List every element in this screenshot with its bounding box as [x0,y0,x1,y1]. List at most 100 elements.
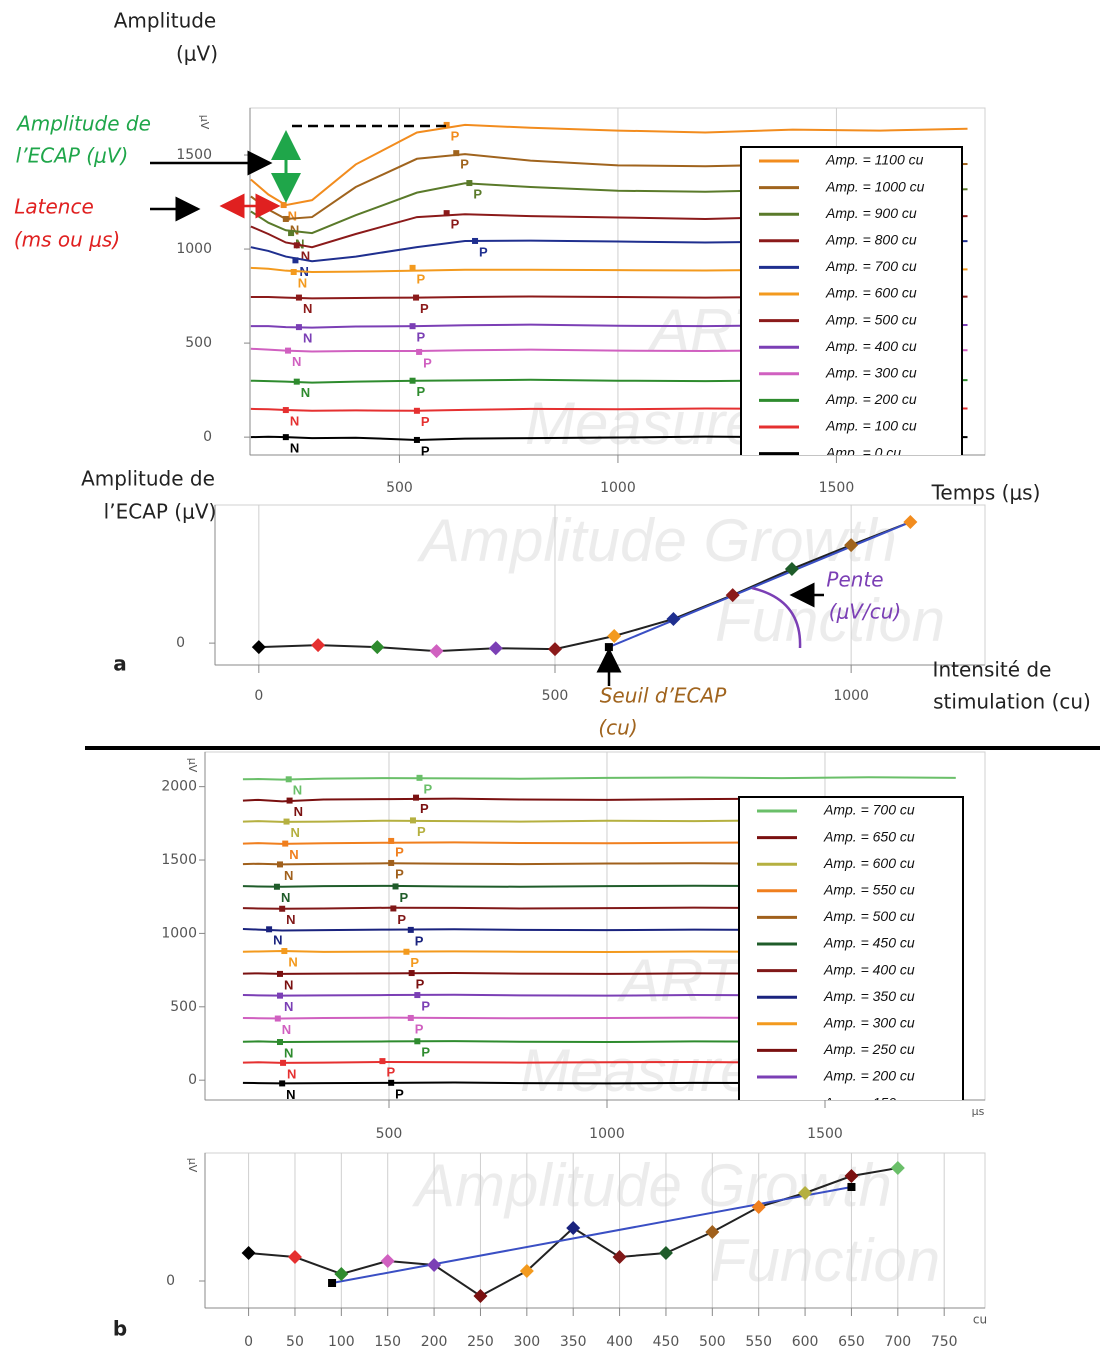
peak-marker [443,210,450,217]
legend-label: Amp. = 200 cu [823,1068,915,1084]
growth-point [251,640,266,655]
legend-label: Amp. = 650 cu [823,828,915,844]
watermark: ART [617,947,743,1014]
growth-point [488,641,503,656]
growth-point [751,1200,766,1214]
x-tick-label: 500 [386,480,413,496]
growth-point [473,1289,488,1303]
legend-label: Amp. = 600 cu [823,855,915,871]
peak-marker [276,1039,283,1046]
growth-point [311,638,326,653]
growth-point [890,1161,905,1175]
x-tick-label: 350 [560,1334,587,1349]
peak-label: P [421,998,430,1013]
legend-label: Amp. = 550 cu [823,882,915,898]
legend-label: Amp. = 100 cu [825,418,917,434]
fit-line [331,1186,852,1284]
peak-marker [293,242,300,249]
peak-label: P [395,1086,404,1101]
latency-note: Latence [14,195,94,219]
x-label: stimulation (cu) [933,690,1091,714]
peak-label: N [290,413,299,428]
peak-marker [408,970,415,977]
peak-marker [466,180,473,187]
peak-label: P [421,1045,430,1060]
peak-label: P [451,128,460,143]
peak-marker [276,970,283,977]
peak-label: N [284,999,293,1014]
x-tick-label: 750 [931,1334,958,1349]
y-tick-label: 0 [188,1072,197,1088]
peak-marker [273,883,280,890]
peak-label: N [288,954,297,969]
legend: Amp. = 1100 cu Amp. = 1000 cu Amp. = 900 c… [740,146,963,455]
legend-label: Amp. = 1000 cu [825,178,925,194]
peak-label: N [284,1045,293,1060]
peak-label: P [395,866,404,881]
slope-note: (μV/cu) [829,600,901,624]
fit-end-marker [328,1279,337,1287]
x-tick-label: 600 [792,1334,819,1349]
slope-note: Pente [826,568,883,592]
peak-marker [416,774,423,781]
peak-marker [280,202,287,209]
peak-label: P [451,217,460,232]
peak-marker [282,840,289,847]
peak-label: N [289,847,298,862]
fit-end-marker [604,643,613,652]
peak-label: N [284,868,293,883]
x-tick-label: 650 [838,1334,865,1349]
peak-label: N [273,933,282,948]
slope-arc [751,586,802,649]
peak-marker [282,407,289,414]
peak-label: P [417,271,426,286]
peak-marker [279,905,286,912]
peak-label: P [417,824,426,839]
peak-label: N [288,208,297,223]
x-tick-label: 1500 [807,1126,843,1142]
x-tick-label: 1000 [833,688,869,704]
legend-label: Amp. = 400 cu [825,338,917,354]
peak-marker [409,377,416,384]
x-unit: cu [973,1313,987,1327]
peak-label: P [421,414,430,429]
peak-label: P [479,244,488,259]
legend-label: Amp. = 400 cu [823,961,915,977]
peak-marker [413,407,420,414]
y-label: Amplitude de [81,467,215,491]
peak-marker [266,926,273,933]
peak-label: P [397,912,406,927]
latency-note: (ms ou μs) [14,228,120,252]
growth-line [258,521,911,653]
growth-point [334,1267,349,1281]
peak-marker [295,294,302,301]
growth-point [370,640,385,655]
fit-end-marker [847,1183,856,1191]
growth-point [658,1246,673,1260]
peak-marker [416,348,423,355]
peak-marker [443,121,450,128]
peak-label: P [460,157,469,172]
legend-label: Amp. = 500 cu [823,908,915,924]
x-label: Temps (μs) [931,481,1041,505]
peak-label: P [420,301,429,316]
x-tick-label: 550 [745,1334,772,1349]
peak-marker [403,948,410,955]
legend-label: Amp. = 450 cu [823,935,915,951]
growth-point [903,515,918,530]
x-tick-label: 300 [513,1334,540,1349]
peak-marker [276,861,283,868]
peak-label: N [284,977,293,992]
peak-marker [407,926,414,933]
y-tick-label: 1500 [161,852,197,868]
growth-point [241,1246,256,1260]
peak-marker [413,436,420,443]
peak-marker [388,837,395,844]
peak-label: P [400,890,409,905]
peak-marker [409,264,416,271]
growth-point [612,1250,627,1264]
y-tick-label: 500 [170,999,197,1015]
panel-label: a [113,652,127,676]
amplitude-note: l’ECAP (μV) [16,144,129,168]
y-tick-label: 500 [185,335,212,351]
